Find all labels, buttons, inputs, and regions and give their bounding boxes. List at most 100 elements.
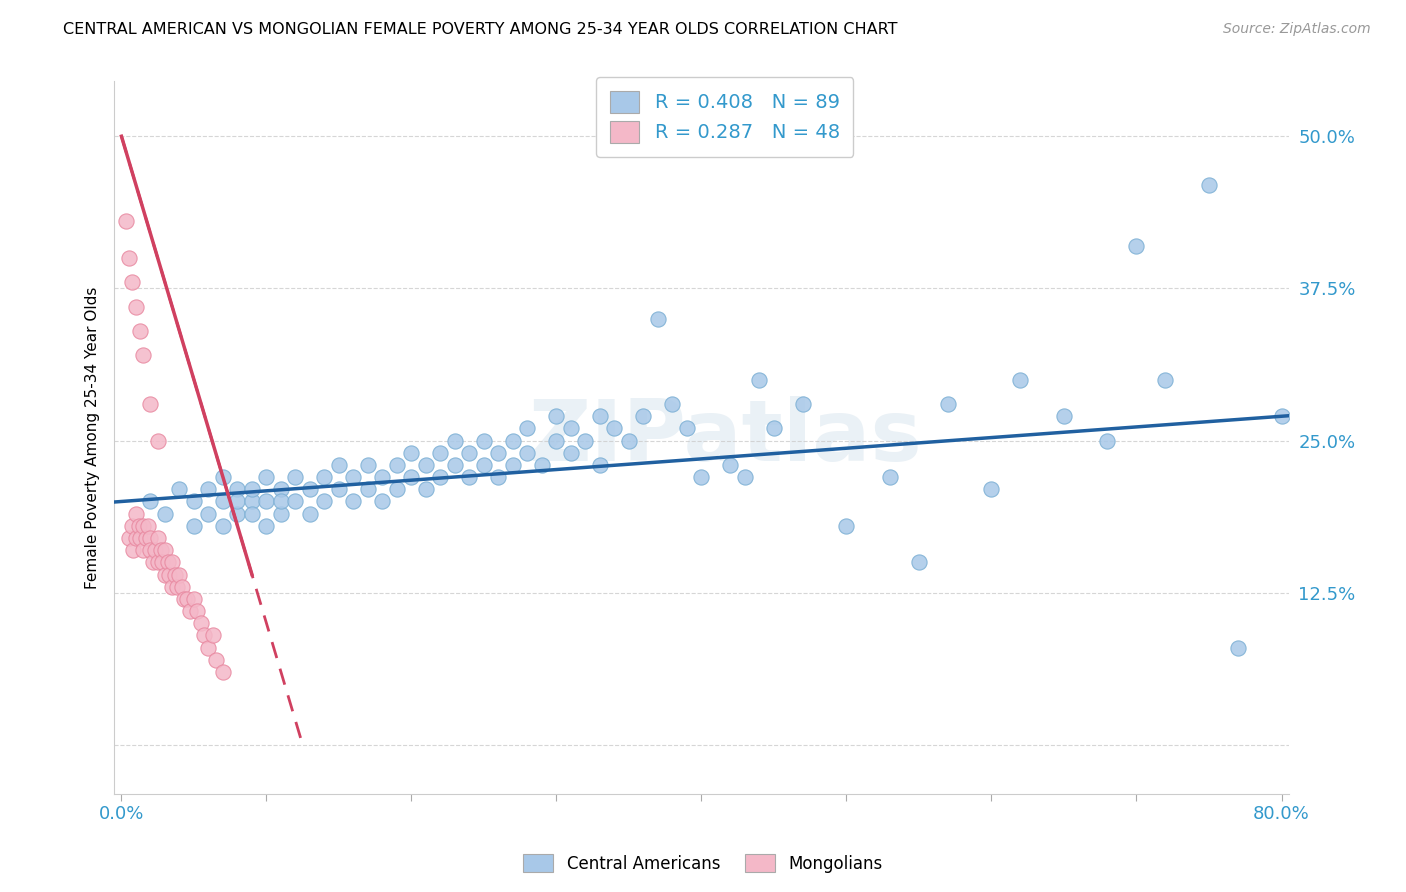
Point	[980, 483, 1002, 497]
Point	[1270, 409, 1292, 424]
Point	[125, 507, 148, 521]
Point	[415, 483, 437, 497]
Point	[256, 494, 278, 508]
Point	[146, 434, 169, 448]
Point	[502, 458, 524, 472]
Point	[212, 518, 235, 533]
Point	[617, 434, 640, 448]
Point	[270, 494, 292, 508]
Point	[1125, 239, 1147, 253]
Point	[226, 483, 249, 497]
Point	[149, 543, 172, 558]
Legend: Central Americans, Mongolians: Central Americans, Mongolians	[516, 847, 890, 880]
Point	[166, 580, 188, 594]
Point	[429, 446, 451, 460]
Point	[176, 591, 198, 606]
Point	[121, 518, 143, 533]
Point	[256, 518, 278, 533]
Point	[546, 409, 568, 424]
Point	[401, 446, 423, 460]
Point	[114, 214, 136, 228]
Point	[415, 458, 437, 472]
Point	[835, 518, 858, 533]
Point	[226, 507, 249, 521]
Point	[190, 616, 212, 631]
Point	[146, 555, 169, 569]
Legend: R = 0.408   N = 89, R = 0.287   N = 48: R = 0.408 N = 89, R = 0.287 N = 48	[596, 77, 853, 157]
Point	[129, 531, 152, 545]
Point	[183, 494, 205, 508]
Point	[153, 507, 176, 521]
Point	[165, 567, 187, 582]
Point	[201, 628, 224, 642]
Point	[135, 531, 157, 545]
Point	[298, 483, 321, 497]
Point	[458, 470, 481, 484]
Point	[458, 446, 481, 460]
Text: ZIPatlas: ZIPatlas	[529, 396, 922, 479]
Point	[156, 555, 179, 569]
Point	[647, 311, 669, 326]
Point	[560, 446, 582, 460]
Point	[146, 531, 169, 545]
Point	[488, 446, 510, 460]
Y-axis label: Female Poverty Among 25-34 Year Olds: Female Poverty Among 25-34 Year Olds	[86, 286, 100, 589]
Point	[385, 458, 408, 472]
Point	[157, 567, 180, 582]
Point	[186, 604, 208, 618]
Point	[118, 531, 141, 545]
Point	[125, 300, 148, 314]
Point	[488, 470, 510, 484]
Point	[371, 470, 394, 484]
Point	[153, 567, 176, 582]
Point	[197, 483, 219, 497]
Point	[1154, 373, 1177, 387]
Point	[676, 421, 699, 435]
Point	[139, 543, 162, 558]
Point	[314, 470, 336, 484]
Point	[183, 518, 205, 533]
Point	[122, 543, 145, 558]
Point	[546, 434, 568, 448]
Point	[472, 434, 495, 448]
Point	[530, 458, 553, 472]
Point	[516, 446, 538, 460]
Point	[226, 494, 249, 508]
Point	[256, 470, 278, 484]
Point	[328, 483, 350, 497]
Point	[401, 470, 423, 484]
Point	[1097, 434, 1119, 448]
Point	[502, 434, 524, 448]
Point	[560, 421, 582, 435]
Point	[169, 483, 191, 497]
Point	[212, 665, 235, 679]
Point	[357, 458, 380, 472]
Point	[1010, 373, 1032, 387]
Point	[1198, 178, 1220, 192]
Point	[908, 555, 931, 569]
Point	[284, 470, 307, 484]
Point	[240, 483, 263, 497]
Point	[128, 518, 150, 533]
Point	[690, 470, 713, 484]
Point	[589, 409, 612, 424]
Point	[240, 507, 263, 521]
Text: CENTRAL AMERICAN VS MONGOLIAN FEMALE POVERTY AMONG 25-34 YEAR OLDS CORRELATION C: CENTRAL AMERICAN VS MONGOLIAN FEMALE POV…	[63, 22, 898, 37]
Point	[720, 458, 742, 472]
Point	[212, 494, 235, 508]
Point	[371, 494, 394, 508]
Point	[142, 555, 165, 569]
Point	[172, 580, 194, 594]
Point	[328, 458, 350, 472]
Point	[284, 494, 307, 508]
Point	[661, 397, 683, 411]
Point	[444, 434, 467, 448]
Point	[385, 483, 408, 497]
Point	[429, 470, 451, 484]
Point	[132, 348, 155, 362]
Point	[179, 604, 201, 618]
Point	[762, 421, 785, 435]
Point	[342, 470, 364, 484]
Point	[633, 409, 655, 424]
Point	[121, 276, 143, 290]
